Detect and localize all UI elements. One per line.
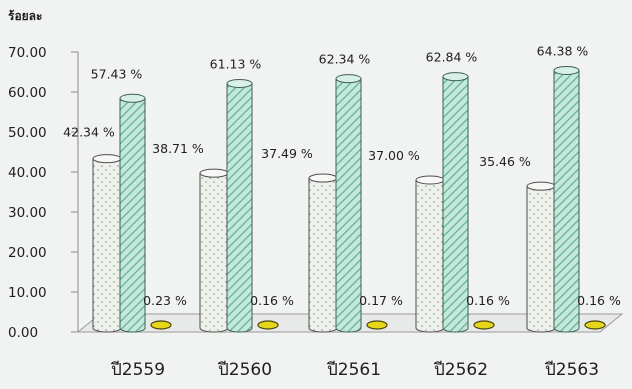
bar-top (526, 181, 556, 191)
bar-0: 37.00 % (368, 148, 445, 333)
bar-1: 57.43 % (91, 66, 146, 333)
bar-top (335, 74, 362, 84)
x-category-label: ปี2561 (326, 360, 381, 380)
y-tick-label: 20.00 (8, 245, 47, 261)
data-label: 0.16 % (577, 293, 621, 308)
data-label: 38.71 % (152, 141, 204, 156)
bar-body (119, 97, 146, 333)
y-tick-label: 40.00 (8, 165, 47, 181)
x-category-label: ปี2560 (217, 360, 272, 380)
data-label: 37.00 % (368, 148, 420, 163)
bar-top (199, 168, 229, 178)
x-category-label: ปี2559 (110, 360, 165, 380)
x-category-label: ปี2562 (433, 360, 488, 380)
bar-top (308, 173, 338, 183)
data-label: 42.34 % (63, 125, 115, 140)
data-label: 0.16 % (466, 293, 510, 308)
bar-top (366, 320, 388, 330)
data-label: 64.38 % (537, 43, 589, 58)
bar-top (415, 175, 445, 185)
y-tick-label: 70.00 (8, 45, 47, 61)
bar-top (442, 72, 469, 82)
data-label: 62.84 % (426, 50, 478, 65)
y-tick-label: 50.00 (8, 125, 47, 141)
bar-2: 0.16 % (250, 293, 294, 330)
bar-top (584, 320, 606, 330)
bar-body (335, 78, 362, 333)
bar-1: 62.34 % (319, 52, 371, 333)
y-axis-label: ร้อยละ (8, 9, 42, 23)
bar-top (553, 65, 580, 75)
bar-top (150, 320, 172, 330)
bar-body (199, 172, 229, 333)
bar-1: 61.13 % (210, 56, 262, 333)
bar-body (442, 76, 469, 333)
bar-2: 0.16 % (466, 293, 510, 330)
bar-top (473, 320, 495, 330)
y-tick-label: 30.00 (8, 205, 47, 221)
bar-top (226, 78, 253, 88)
bar-0: 37.49 % (261, 146, 338, 333)
bar-1: 62.84 % (426, 50, 478, 333)
data-label: 61.13 % (210, 56, 262, 71)
y-tick-label: 60.00 (8, 85, 47, 101)
data-label: 35.46 % (479, 154, 531, 169)
bar-top (92, 154, 122, 164)
data-label: 62.34 % (319, 52, 371, 67)
data-label: 57.43 % (91, 66, 143, 81)
bar-2: 0.16 % (577, 293, 621, 330)
bar-body (553, 69, 580, 333)
bar-2: 0.23 % (143, 293, 187, 330)
bar-1: 64.38 % (537, 43, 589, 333)
data-label: 0.16 % (250, 293, 294, 308)
bar-body (415, 179, 445, 333)
bar-0: 42.34 % (63, 125, 122, 333)
x-category-label: ปี2563 (544, 360, 599, 380)
bar-body (526, 185, 556, 333)
bar-body (92, 158, 122, 333)
data-label: 0.17 % (359, 293, 403, 308)
bar-0: 38.71 % (152, 141, 229, 333)
data-label: 0.23 % (143, 293, 187, 308)
bar-2: 0.17 % (359, 293, 403, 330)
bar-top (119, 93, 146, 103)
y-tick-label: 10.00 (8, 285, 47, 301)
bar-body (308, 177, 338, 333)
data-label: 37.49 % (261, 146, 313, 161)
y-tick-label: 0.00 (8, 325, 38, 341)
bar-top (257, 320, 279, 330)
bar-body (226, 82, 253, 333)
